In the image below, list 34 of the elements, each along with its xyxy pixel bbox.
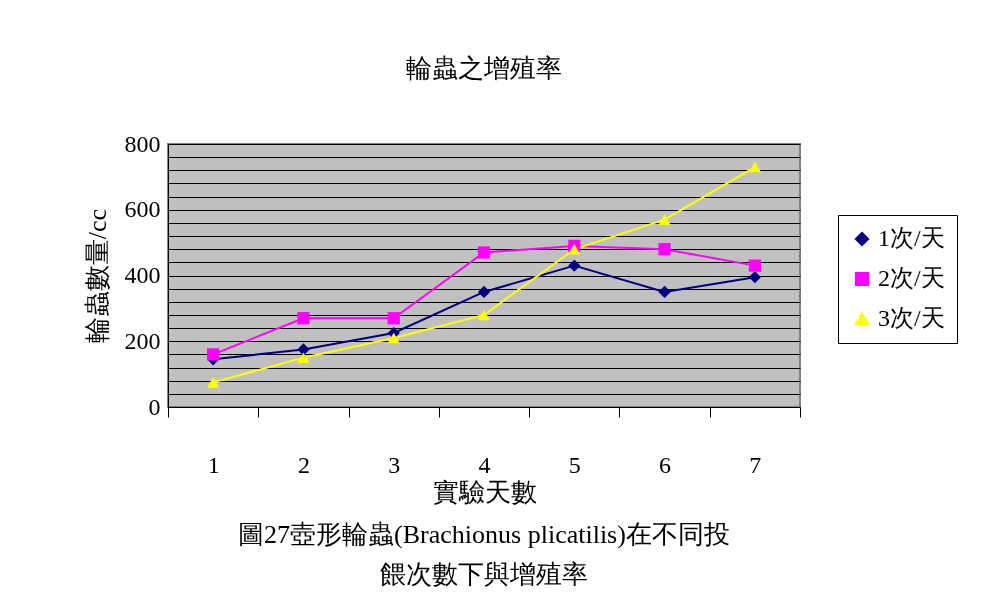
chart-title: 輪蟲之增殖率 [406, 54, 562, 83]
point [658, 243, 671, 256]
x-tick-label: 5 [568, 451, 581, 478]
y-axis-title: 輪蟲數量/cc [82, 208, 112, 344]
point [568, 259, 581, 272]
x-tick-label: 4 [478, 451, 491, 478]
point [748, 271, 761, 284]
x-tick-label: 3 [388, 451, 401, 478]
point [658, 285, 671, 299]
point [748, 259, 761, 272]
point [477, 285, 491, 299]
point [477, 309, 491, 321]
y-tick-label: 800 [124, 130, 161, 157]
point [387, 312, 400, 325]
legend-label: 2次/天 [878, 265, 945, 291]
y-tick-label: 0 [148, 393, 161, 420]
legend-label: 3次/天 [878, 305, 945, 331]
point [297, 312, 310, 325]
y-tick-label: 200 [124, 327, 161, 354]
point [207, 348, 220, 361]
point [748, 161, 761, 173]
point [477, 246, 491, 259]
point [568, 243, 581, 255]
x-tick-label: 2 [297, 451, 310, 478]
x-tick-label: 7 [749, 451, 762, 478]
x-tick-label: 6 [659, 451, 672, 478]
x-axis-title: 實驗天數 [432, 477, 537, 507]
x-tick-label: 1 [207, 451, 220, 478]
caption: 圖27壺形輪蟲(Brachionus plicatilis)在不同投餵次數下與增殖率 [237, 519, 731, 591]
point [387, 332, 400, 344]
point [207, 377, 220, 388]
legend-label: 1次/天 [878, 225, 945, 251]
y-tick-label: 400 [124, 262, 161, 288]
y-tick-label: 600 [124, 196, 161, 223]
